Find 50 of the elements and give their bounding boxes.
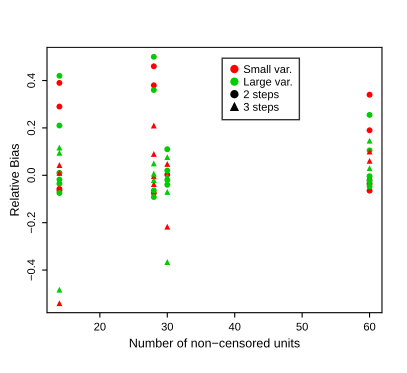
point <box>164 146 170 152</box>
point <box>150 194 157 200</box>
x-tick-label: 20 <box>94 322 106 331</box>
point <box>56 190 62 196</box>
point <box>164 188 170 195</box>
point <box>150 177 157 183</box>
x-tick-label: 40 <box>228 322 240 331</box>
point <box>56 300 62 306</box>
point <box>164 259 170 265</box>
point <box>366 112 373 118</box>
legend-label: Large var. <box>244 78 292 88</box>
x-tick-label: 60 <box>364 322 376 331</box>
point <box>164 224 170 230</box>
y-tick-label: 0.0 <box>27 168 36 183</box>
point <box>150 63 157 70</box>
point <box>150 188 157 194</box>
point <box>164 160 170 167</box>
point <box>56 80 62 86</box>
y-tick-label: 0.4 <box>27 73 36 88</box>
point <box>56 144 62 151</box>
y-tick-label: −0.2 <box>27 212 36 234</box>
y-tick-label: −0.4 <box>27 259 36 280</box>
point <box>150 122 157 128</box>
point <box>56 162 62 168</box>
legend-label: Small var. <box>244 64 292 74</box>
point <box>56 286 62 293</box>
point <box>56 104 62 110</box>
point <box>150 151 157 157</box>
point <box>150 87 157 93</box>
point <box>56 72 62 79</box>
x-axis-title: Number of non−censored units <box>130 338 300 348</box>
point <box>366 92 373 98</box>
point <box>366 165 373 172</box>
x-tick-label: 50 <box>296 322 308 331</box>
x-tick-label: 30 <box>162 322 174 331</box>
y-axis-title: Relative Bias <box>10 144 19 216</box>
y-tick-label: 0.2 <box>27 120 36 136</box>
point <box>150 54 157 60</box>
point <box>164 154 170 160</box>
point <box>56 122 62 128</box>
point <box>150 170 157 177</box>
point <box>366 183 373 190</box>
legend-label: 2 steps <box>244 90 279 100</box>
point <box>150 160 157 166</box>
point <box>366 158 373 164</box>
point <box>164 168 170 174</box>
legend-label: 3 steps <box>244 102 279 113</box>
point <box>366 173 373 180</box>
point <box>366 138 373 144</box>
point <box>366 127 373 134</box>
